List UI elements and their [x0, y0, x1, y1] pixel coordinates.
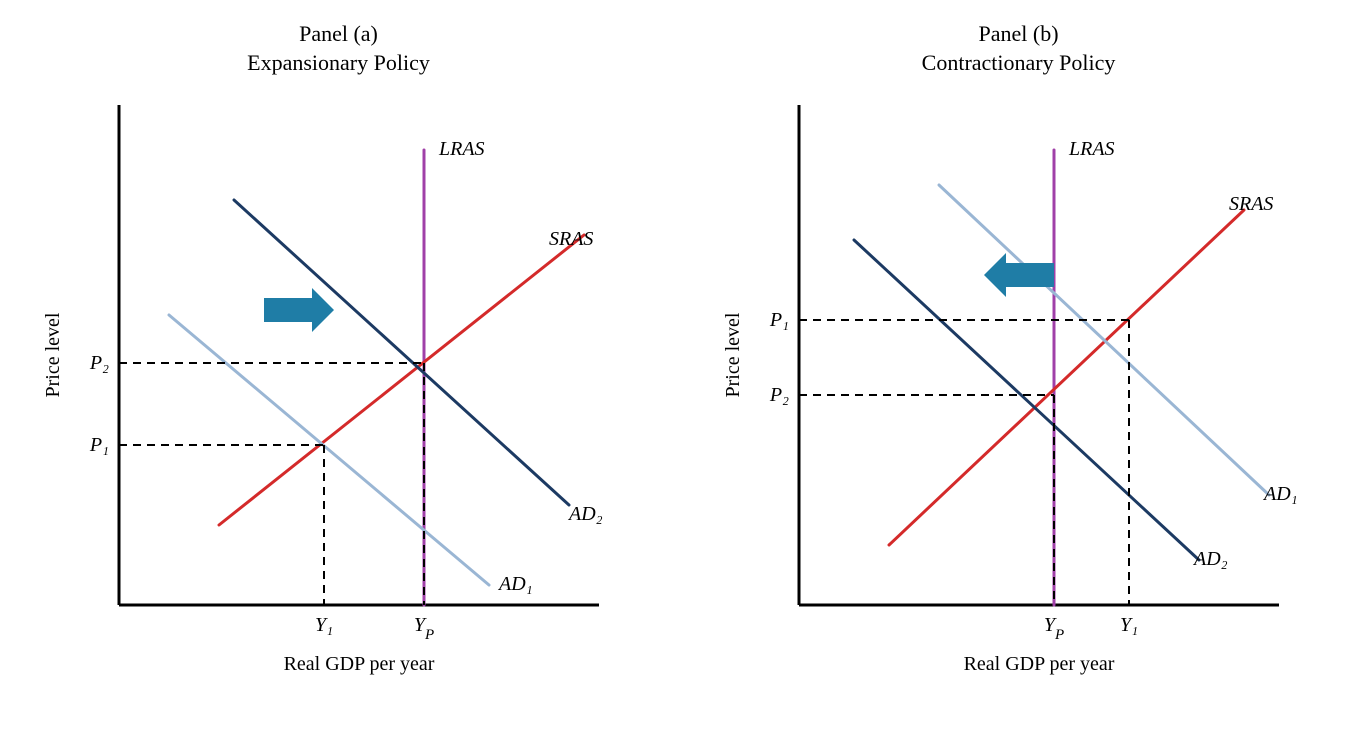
panel-b-title-line1: Panel (b) — [922, 20, 1116, 49]
ad2-line — [234, 200, 569, 505]
panel-b: Panel (b) Contractionary Policy Price le… — [719, 20, 1319, 710]
ytick-P₁: P₁ — [88, 434, 108, 456]
panel-b-title: Panel (b) Contractionary Policy — [922, 20, 1116, 77]
ytick-P₂: P₂ — [768, 384, 788, 406]
ad1-label: AD₁ — [1262, 483, 1298, 505]
lras-label: LRAS — [438, 138, 485, 160]
ytick-P₂: P₂ — [88, 352, 108, 374]
sras-label: SRAS — [1229, 193, 1273, 215]
xtick-YP: YP — [1043, 614, 1063, 643]
panel-a-title: Panel (a) Expansionary Policy — [247, 20, 430, 77]
panel-a-chart: Price level LRAS SRAS AD₁ AD₂ P₁ Y₁ P₂ YP Real GD… — [39, 85, 639, 710]
sras-line — [219, 235, 584, 525]
y-axis-label: Price level — [722, 312, 744, 397]
panel-b-svg: Price level LRAS SRAS AD₁ AD₂ P₁ Y₁ P₂ YP Real GD… — [719, 85, 1319, 705]
ad2-label: AD₂ — [1192, 548, 1228, 570]
x-axis-label: Real GDP per year — [283, 653, 434, 675]
ad1-line — [169, 315, 489, 585]
ytick-P₁: P₁ — [768, 309, 788, 331]
ad2-line — [854, 240, 1199, 560]
xtick-YP: YP — [413, 614, 433, 643]
panel-b-chart: Price level LRAS SRAS AD₁ AD₂ P₁ Y₁ P₂ YP Real GD… — [719, 85, 1319, 710]
ad1-label: AD₁ — [497, 573, 533, 595]
panels-container: Panel (a) Expansionary Policy Price leve… — [39, 20, 1319, 710]
y-axis-label: Price level — [42, 312, 64, 397]
panel-a-title-line2: Expansionary Policy — [247, 49, 430, 78]
ad2-label: AD₂ — [567, 503, 603, 525]
sras-line — [889, 210, 1244, 545]
xtick-Y₁: Y₁ — [314, 614, 332, 636]
sras-label: SRAS — [549, 228, 593, 250]
panel-a-svg: Price level LRAS SRAS AD₁ AD₂ P₁ Y₁ P₂ YP Real GD… — [39, 85, 639, 705]
x-axis-label: Real GDP per year — [963, 653, 1114, 675]
xtick-Y₁: Y₁ — [1119, 614, 1137, 636]
panel-a-title-line1: Panel (a) — [247, 20, 430, 49]
panel-a: Panel (a) Expansionary Policy Price leve… — [39, 20, 639, 710]
panel-b-title-line2: Contractionary Policy — [922, 49, 1116, 78]
lras-label: LRAS — [1068, 138, 1115, 160]
shift-arrow-icon — [264, 288, 334, 332]
